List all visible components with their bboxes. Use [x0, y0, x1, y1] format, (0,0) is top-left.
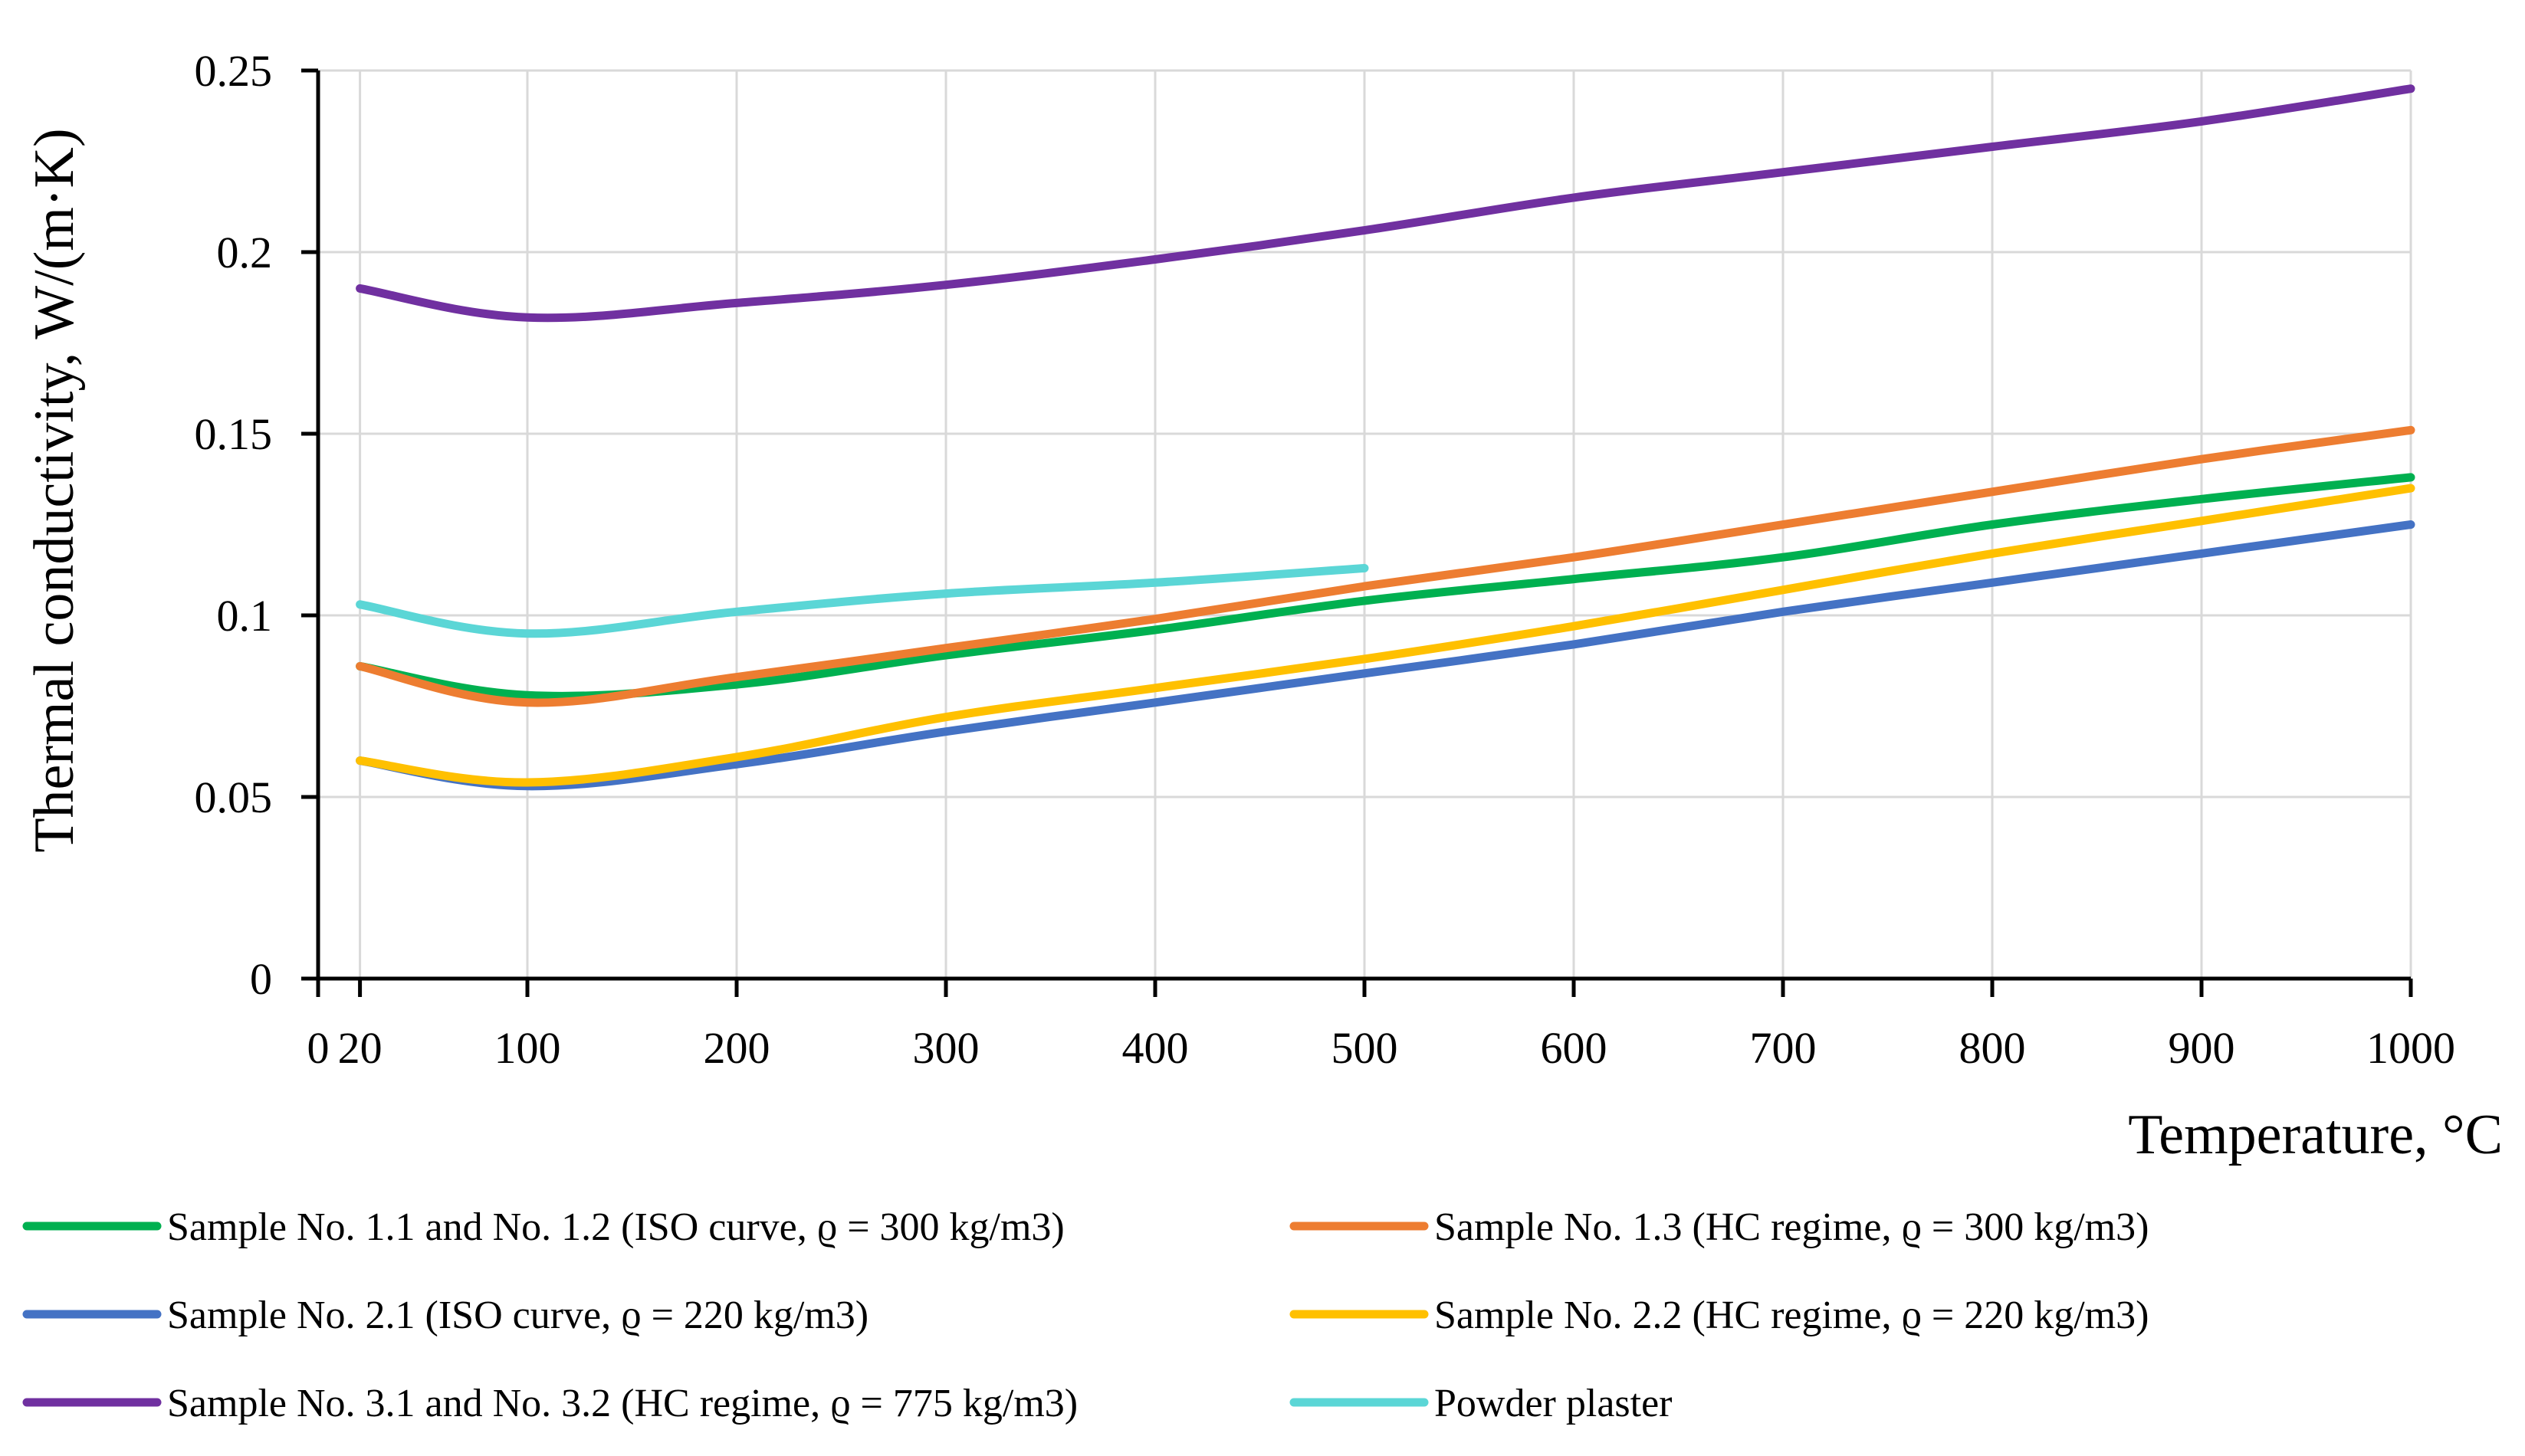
x-tick-label: 800 [1959, 1023, 2026, 1073]
x-tick-label: 600 [1541, 1023, 1607, 1073]
x-tick-label: 0 [307, 1023, 330, 1073]
series-line-1 [356, 473, 2415, 700]
legend-label: Sample No. 2.1 (ISO curve, ϱ = 220 kg/m3… [167, 1294, 868, 1337]
series-lines [356, 84, 2415, 791]
series-line-3 [356, 520, 2415, 791]
grid [318, 69, 2412, 979]
x-tick-label: 500 [1331, 1023, 1398, 1073]
legend-item-6: Powder plaster [1289, 1382, 1672, 1425]
y-tick-label: 0.25 [195, 46, 273, 96]
series-line-6 [356, 563, 1369, 638]
tick-labels: 00.050.10.150.20.250 20 100 200 300 400 500 600… [195, 46, 2456, 1073]
x-tick-label: 300 [913, 1023, 980, 1073]
legend-label: Sample No. 1.3 (HC regime, ϱ = 300 kg/m3… [1434, 1205, 2149, 1249]
legend: Sample No. 1.1 and No. 1.2 (ISO curve, ϱ… [22, 1205, 2149, 1425]
x-tick-label: 400 [1122, 1023, 1189, 1073]
y-tick-label: 0.1 [217, 591, 273, 641]
series-line-5 [356, 84, 2415, 323]
legend-item-5: Sample No. 3.1 and No. 3.2 (HC regime, ϱ… [22, 1382, 1078, 1425]
y-tick-label: 0.2 [217, 228, 273, 277]
x-tick-label: 900 [2169, 1023, 2235, 1073]
series-line-2 [356, 425, 2415, 707]
axes [301, 68, 2413, 997]
y-axis-title: Thermal conductivity, W/(m·K) [23, 128, 86, 852]
x-tick-label: 700 [1750, 1023, 1817, 1073]
y-tick-label: 0.15 [195, 409, 273, 459]
legend-item-2: Sample No. 1.3 (HC regime, ϱ = 300 kg/m3… [1289, 1205, 2149, 1249]
x-tick-label: 100 [494, 1023, 561, 1073]
legend-label: Sample No. 1.1 and No. 1.2 (ISO curve, ϱ… [167, 1205, 1065, 1249]
x-tick-label: 1000 [2366, 1023, 2455, 1073]
legend-label: Powder plaster [1434, 1382, 1672, 1425]
legend-item-1: Sample No. 1.1 and No. 1.2 (ISO curve, ϱ… [22, 1205, 1065, 1249]
legend-item-4: Sample No. 2.2 (HC regime, ϱ = 220 kg/m3… [1289, 1294, 2149, 1337]
legend-item-3: Sample No. 2.1 (ISO curve, ϱ = 220 kg/m3… [22, 1294, 868, 1337]
x-tick-label: 20 [338, 1023, 383, 1073]
series-line-4 [356, 484, 2415, 787]
x-tick-label: 200 [704, 1023, 770, 1073]
legend-label: Sample No. 3.1 and No. 3.2 (HC regime, ϱ… [167, 1382, 1078, 1425]
y-tick-label: 0.05 [195, 772, 273, 822]
x-axis-title: Temperature, °C [2128, 1103, 2503, 1166]
y-tick-label: 0 [250, 954, 272, 1004]
legend-label: Sample No. 2.2 (HC regime, ϱ = 220 kg/m3… [1434, 1294, 2149, 1337]
